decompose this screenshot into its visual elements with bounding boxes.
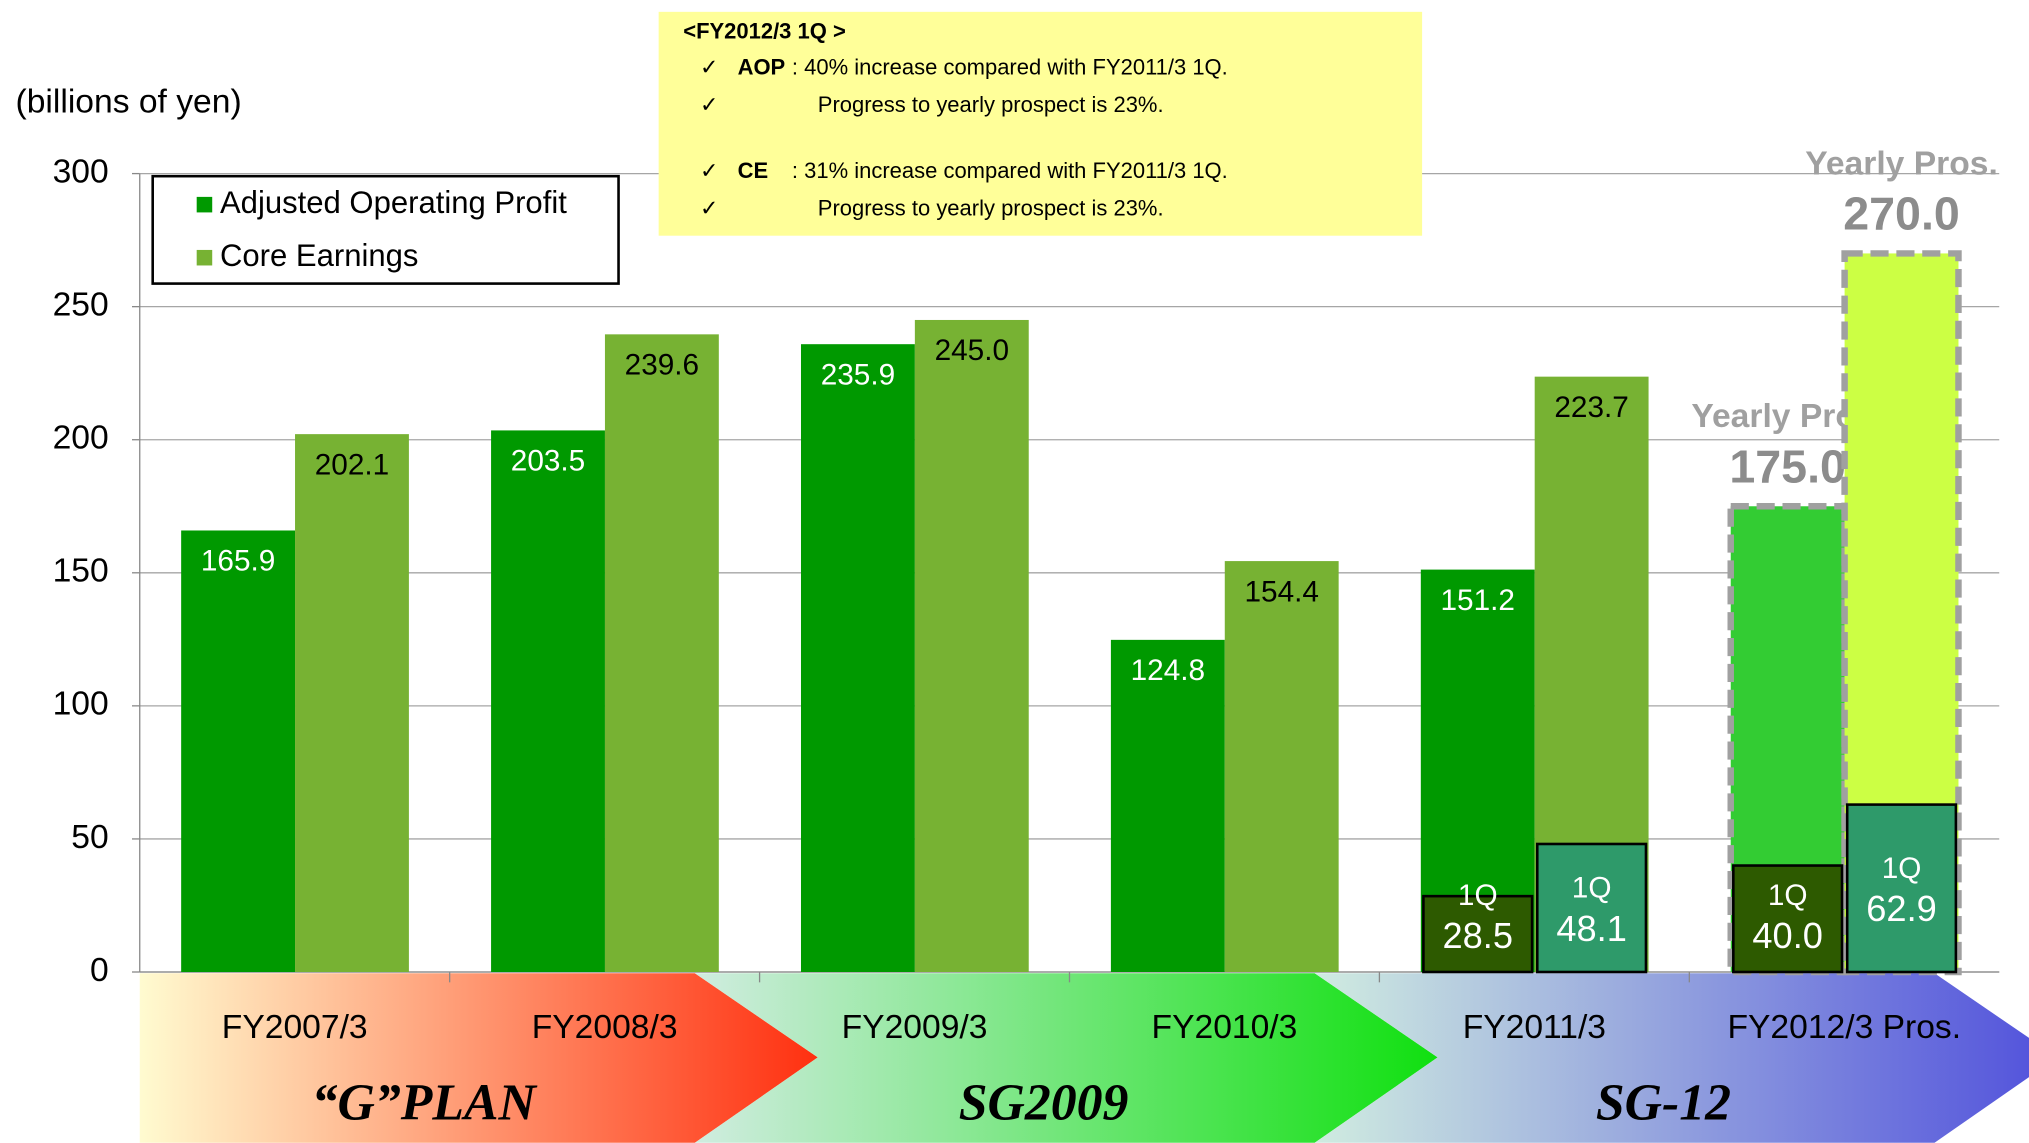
bar [491, 430, 605, 972]
value-label: 203.5 [511, 445, 585, 478]
bar [181, 530, 296, 972]
value-label: 165.9 [201, 545, 275, 578]
phase-arrow [139, 973, 818, 1143]
note-check: ✓ [700, 55, 718, 80]
legend-label: Core Earnings [220, 238, 418, 273]
x-tick-label: FY2008/3 [532, 1009, 678, 1046]
x-tick-label: FY2009/3 [842, 1009, 988, 1046]
note-text: Progress to yearly prospect is 23%. [818, 92, 1164, 117]
phase-arrow [694, 973, 1438, 1143]
value-label: 270.0 [1843, 187, 1960, 239]
phase-name: SG-12 [1596, 1075, 1731, 1132]
phase-arrow [1314, 973, 2029, 1143]
y-tick-label: 150 [53, 553, 109, 590]
bar [295, 434, 409, 972]
legend-label: Adjusted Operating Profit [220, 185, 567, 220]
note-text: : 31% increase compared with FY2011/3 1Q… [792, 158, 1228, 183]
legend-box [151, 174, 620, 285]
value-label: 245.0 [935, 334, 1009, 367]
quarter-label: 1Q [1458, 879, 1498, 912]
note-text: : 40% increase compared with FY2011/3 1Q… [792, 55, 1228, 80]
value-label: 154.4 [1244, 575, 1318, 608]
projection-label: Yearly Pros. [1805, 145, 1998, 182]
legend-swatch [196, 249, 213, 266]
note-key: CE [738, 158, 769, 183]
value-label: 124.8 [1131, 654, 1205, 687]
y-tick-label: 200 [53, 420, 109, 457]
legend-swatch [196, 196, 213, 213]
quarter-value-label: 40.0 [1752, 915, 1823, 956]
x-tick-label: FY2007/3 [222, 1009, 368, 1046]
x-tick-label: FY2010/3 [1152, 1009, 1298, 1046]
x-tick-label: FY2012/3 Pros. [1727, 1009, 1961, 1046]
quarter-value-label: 48.1 [1556, 908, 1627, 949]
y-tick-label: 300 [53, 153, 109, 190]
note-check: ✓ [700, 92, 718, 117]
quarter-label: 1Q [1882, 852, 1922, 885]
quarter-bar [1422, 894, 1534, 974]
bar [1224, 561, 1339, 972]
bar [604, 334, 719, 972]
quarter-bar [1535, 842, 1648, 974]
bar [914, 319, 1029, 972]
value-label: 202.1 [315, 448, 389, 481]
quarter-bar [1845, 803, 1958, 974]
value-label: 239.6 [625, 349, 699, 382]
value-label: 151.2 [1441, 584, 1515, 617]
quarter-bar [1732, 864, 1844, 974]
quarter-label: 1Q [1768, 879, 1808, 912]
value-label: 235.9 [821, 358, 895, 391]
y-tick-label: 250 [53, 287, 109, 324]
quarter-value-label: 28.5 [1443, 915, 1514, 956]
bar [800, 344, 915, 972]
y-tick-label: 0 [90, 952, 109, 989]
note-box [658, 11, 1423, 236]
y-tick-label: 100 [53, 686, 109, 723]
quarter-label: 1Q [1572, 872, 1612, 905]
phase-name: “G”PLAN [312, 1075, 538, 1132]
y-axis-label: (billions of yen) [16, 84, 242, 121]
note-key: AOP [738, 55, 786, 80]
x-tick-label: FY2011/3 [1463, 1009, 1606, 1046]
note-check: ✓ [700, 158, 718, 183]
bar [1110, 639, 1225, 972]
note-title: <FY2012/3 1Q > [683, 18, 846, 43]
note-check: ✓ [700, 196, 718, 221]
phase-name: SG2009 [959, 1075, 1129, 1132]
note-text: Progress to yearly prospect is 23%. [818, 196, 1164, 221]
value-label: 175.0 [1729, 440, 1846, 492]
quarter-value-label: 62.9 [1866, 888, 1937, 929]
y-tick-label: 50 [71, 819, 108, 856]
value-label: 223.7 [1554, 391, 1628, 424]
